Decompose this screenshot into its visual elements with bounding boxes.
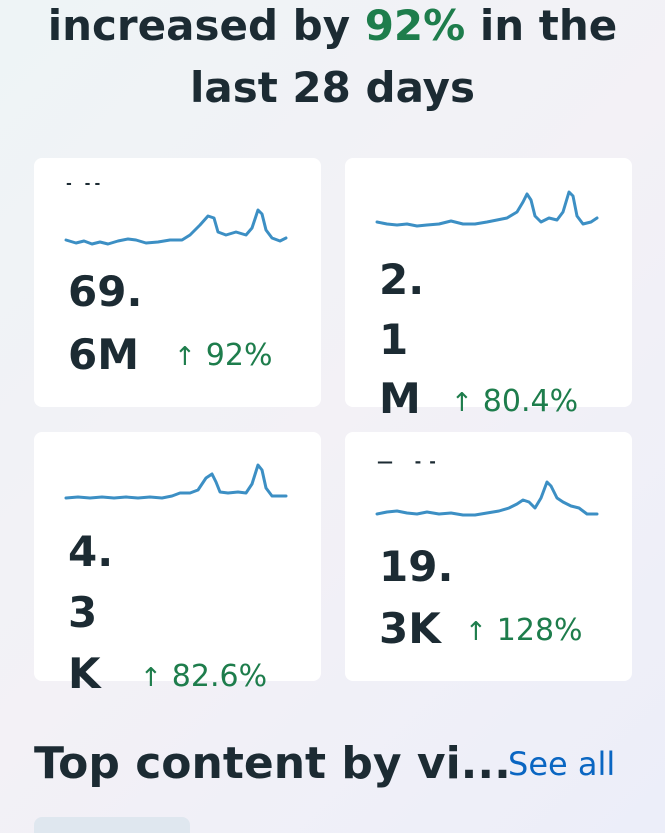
metric-value-line: 3 (68, 588, 98, 637)
metric-value-line: 4. (68, 527, 114, 576)
arrow-up-icon: ↑ (451, 388, 473, 418)
metric-label: - -- (66, 176, 105, 192)
metric-label: — -- (377, 452, 444, 471)
sparkline-path (64, 208, 288, 246)
arrow-up-icon: ↑ (140, 663, 162, 693)
metric-change: ↑ 82.6% (140, 659, 267, 696)
metric-change-value: 80.4% (482, 384, 579, 419)
metric-value-line: 69. (68, 267, 143, 316)
headline-line-2: last 28 days (190, 63, 475, 112)
see-all-link[interactable]: See all (508, 745, 616, 783)
metric-change-value: 82.6% (171, 659, 268, 694)
sparkline-path (375, 480, 599, 517)
section-title: Top content by vi... (34, 738, 511, 789)
sparkline-chart (375, 480, 599, 517)
metric-card-1[interactable]: - -- 69. 6M ↑ 92% (34, 158, 321, 407)
metric-card-3[interactable]: 4. 3 K ↑ 82.6% (34, 432, 321, 696)
headline-line-1: increased by 92% in the (0, 0, 665, 57)
sparkline-chart (64, 208, 288, 246)
metric-change-value: 128% (496, 613, 583, 648)
metric-value-line: 19. (379, 542, 454, 591)
sparkline-chart (64, 463, 288, 500)
metric-card-2[interactable]: 2. 1 M ↑ 80.4% (345, 158, 632, 421)
metric-change: ↑ 92% (174, 338, 272, 375)
arrow-up-icon: ↑ (465, 617, 487, 647)
metric-change: ↑ 128% (465, 613, 583, 650)
sparkline-path (64, 463, 288, 500)
metric-card-4[interactable]: — -- 19. 3K ↑ 128% (345, 432, 632, 681)
headline-prefix: increased by (47, 1, 365, 50)
metric-value-line: 3K (379, 604, 441, 653)
metric-value-line: 2. (379, 255, 425, 304)
sparkline-chart (375, 190, 599, 228)
sparkline-path (375, 190, 599, 228)
metric-change-value: 92% (205, 338, 273, 373)
metric-change: ↑ 80.4% (451, 384, 578, 421)
arrow-up-icon: ↑ (174, 342, 196, 372)
content-thumbnail[interactable] (34, 817, 190, 833)
metric-value-line: M (379, 374, 421, 423)
metric-value-line: 1 (379, 315, 409, 364)
metric-value-line: 6M (68, 330, 140, 379)
headline-highlight: 92% (364, 1, 466, 50)
headline-suffix: in the (465, 1, 618, 50)
metric-value-line: K (68, 649, 101, 698)
